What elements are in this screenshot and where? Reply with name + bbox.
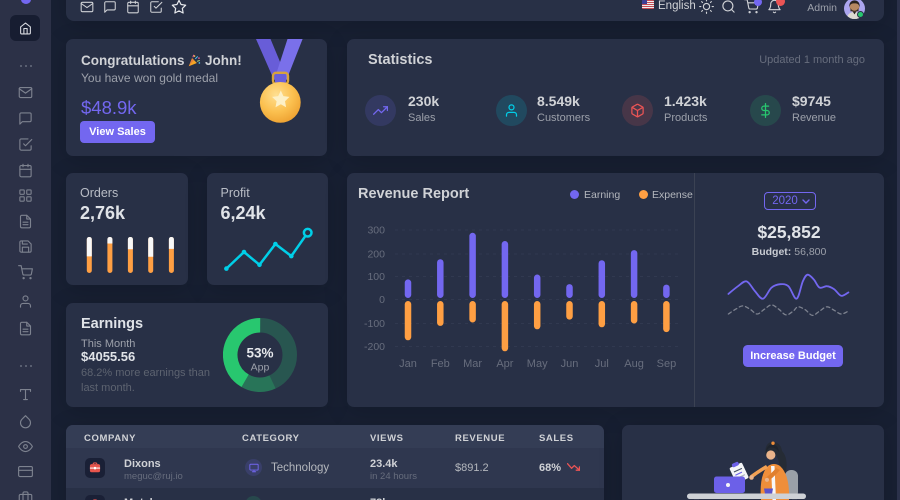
svg-text:100: 100 — [367, 271, 385, 283]
svg-text:0: 0 — [379, 294, 385, 306]
svg-text:53%: 53% — [246, 346, 273, 361]
svg-text:Jul: Jul — [595, 358, 609, 370]
svg-text:-200: -200 — [364, 341, 385, 353]
svg-text:Jan: Jan — [399, 358, 417, 370]
svg-text:Jun: Jun — [561, 358, 579, 370]
svg-text:300: 300 — [367, 225, 385, 237]
svg-text:Apr: Apr — [496, 358, 513, 370]
svg-text:Feb: Feb — [431, 358, 450, 370]
svg-text:-100: -100 — [364, 318, 385, 330]
svg-text:Sep: Sep — [657, 358, 677, 370]
svg-text:Aug: Aug — [624, 358, 644, 370]
svg-text:Mar: Mar — [463, 358, 482, 370]
svg-text:App: App — [251, 362, 270, 374]
svg-text:200: 200 — [367, 249, 385, 261]
svg-text:May: May — [527, 358, 548, 370]
